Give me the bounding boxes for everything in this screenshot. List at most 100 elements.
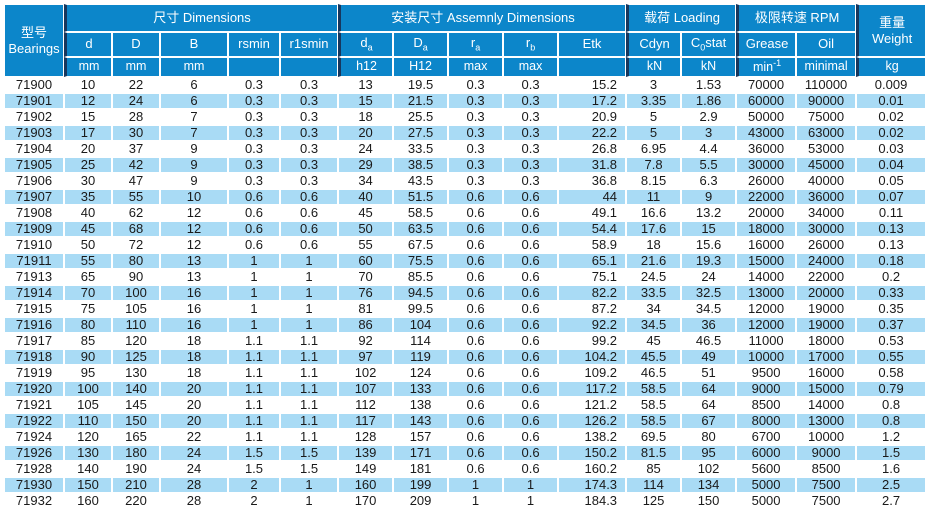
col-header-rsmin: rsmin [228,32,280,57]
table-row: 71916 80 110 16 1 1 86 104 0.6 0.6 92.2 34.5 36 12000… [4,317,927,333]
value-cell: 1 [280,301,339,317]
value-cell: 80 [112,253,160,269]
value-cell: 62 [112,205,160,221]
table-row: 71930 150 210 28 2 1 160 199 1 1 174.3 114 134 5000 75… [4,477,927,493]
bearing-id-cell: 71904 [4,141,64,157]
value-cell: 174.3 [558,477,627,493]
value-cell: 180 [112,445,160,461]
col-header-Da: Da [393,32,449,57]
bearing-id-cell: 71917 [4,333,64,349]
value-cell: 0.6 [503,429,559,445]
value-cell: 5.5 [681,157,737,173]
col-header-B: B [160,32,228,57]
value-cell: 31.8 [558,157,627,173]
value-cell: 6000 [736,445,797,461]
loading-group-header: 载荷 Loading [626,4,737,32]
value-cell: 20 [160,397,228,413]
value-cell: 50 [338,221,394,237]
weight-header-en: Weight [871,30,913,46]
value-cell: 1.1 [228,365,280,381]
value-cell: 75.1 [558,269,627,285]
table-row: 71900 10 22 6 0.3 0.3 13 19.5 0.3 0.3 15.2 3 1.53 700… [4,77,927,93]
value-cell: 0.6 [448,189,504,205]
table-header: 型号 Bearings 尺寸 Dimensions 安装尺寸 Assemnly … [4,4,927,77]
value-cell: 63000 [796,125,857,141]
value-cell: 1.53 [681,77,737,93]
col-header-D: D [112,32,160,57]
value-cell: 20 [160,381,228,397]
value-cell: 0.01 [856,93,927,109]
value-cell: 0.3 [503,173,559,189]
bearing-id-cell: 71906 [4,173,64,189]
value-cell: 69.5 [626,429,682,445]
value-cell: 24000 [796,253,857,269]
value-cell: 125 [112,349,160,365]
value-cell: 0.3 [228,125,280,141]
value-cell: 49 [681,349,737,365]
value-cell: 0.6 [448,461,504,477]
value-cell: 22 [160,429,228,445]
value-cell: 0.3 [228,77,280,93]
value-cell: 28 [160,477,228,493]
value-cell: 0.6 [448,237,504,253]
column-header-row: d D B rsmin r1smin da Da ra rb Etk Cdyn … [4,32,926,57]
value-cell: 12000 [736,301,797,317]
value-cell: 0.6 [503,189,559,205]
value-cell: 15 [681,221,737,237]
value-cell: 2.7 [856,493,927,509]
value-cell: 35 [64,189,112,205]
value-cell: 22000 [796,269,857,285]
value-cell: 150 [64,477,112,493]
value-cell: 120 [64,429,112,445]
value-cell: 0.6 [503,365,559,381]
value-cell: 0.13 [856,237,927,253]
value-cell: 0.13 [856,221,927,237]
value-cell: 0.3 [228,109,280,125]
value-cell: 1.1 [280,365,339,381]
table-row: 71903 17 30 7 0.3 0.3 20 27.5 0.3 0.3 22.2 5 3 43000 6… [4,125,927,141]
bearing-id-cell: 71916 [4,317,64,333]
value-cell: 24 [160,445,228,461]
weight-group-header: 重量 Weight [856,4,927,57]
value-cell: 110 [64,413,112,429]
value-cell: 90 [112,269,160,285]
col-header-r1smin: r1smin [280,32,339,57]
value-cell: 81 [338,301,394,317]
value-cell: 0.3 [503,157,559,173]
value-cell: 36000 [736,141,797,157]
value-cell: 45 [626,333,682,349]
unit-Weight: kg [856,57,927,77]
value-cell: 65.1 [558,253,627,269]
value-cell: 112 [338,397,394,413]
value-cell: 15 [338,93,394,109]
value-cell: 7500 [796,477,857,493]
value-cell: 100 [64,381,112,397]
value-cell: 68 [112,221,160,237]
value-cell: 9000 [736,381,797,397]
bearing-id-cell: 71914 [4,285,64,301]
value-cell: 0.6 [448,381,504,397]
value-cell: 0.6 [503,269,559,285]
value-cell: 0.3 [448,141,504,157]
value-cell: 6 [160,77,228,93]
value-cell: 150.2 [558,445,627,461]
unit-Oil: minimal [796,57,857,77]
value-cell: 0.18 [856,253,927,269]
bearing-id-cell: 71924 [4,429,64,445]
bearing-id-cell: 71903 [4,125,64,141]
value-cell: 1.1 [280,349,339,365]
value-cell: 0.6 [503,397,559,413]
dimensions-group-header: 尺寸 Dimensions [64,4,339,32]
value-cell: 18000 [736,221,797,237]
value-cell: 49.1 [558,205,627,221]
value-cell: 0.6 [448,365,504,381]
value-cell: 76 [338,285,394,301]
value-cell: 7 [160,125,228,141]
value-cell: 67 [681,413,737,429]
value-cell: 0.3 [503,109,559,125]
table-row: 71907 35 55 10 0.6 0.6 40 51.5 0.6 0.6 44 11 9 22000 3… [4,189,927,205]
value-cell: 30000 [796,221,857,237]
value-cell: 0.6 [503,413,559,429]
table-row: 71926 130 180 24 1.5 1.5 139 171 0.6 0.6 150.2 81.5… [4,445,927,461]
value-cell: 160 [64,493,112,509]
